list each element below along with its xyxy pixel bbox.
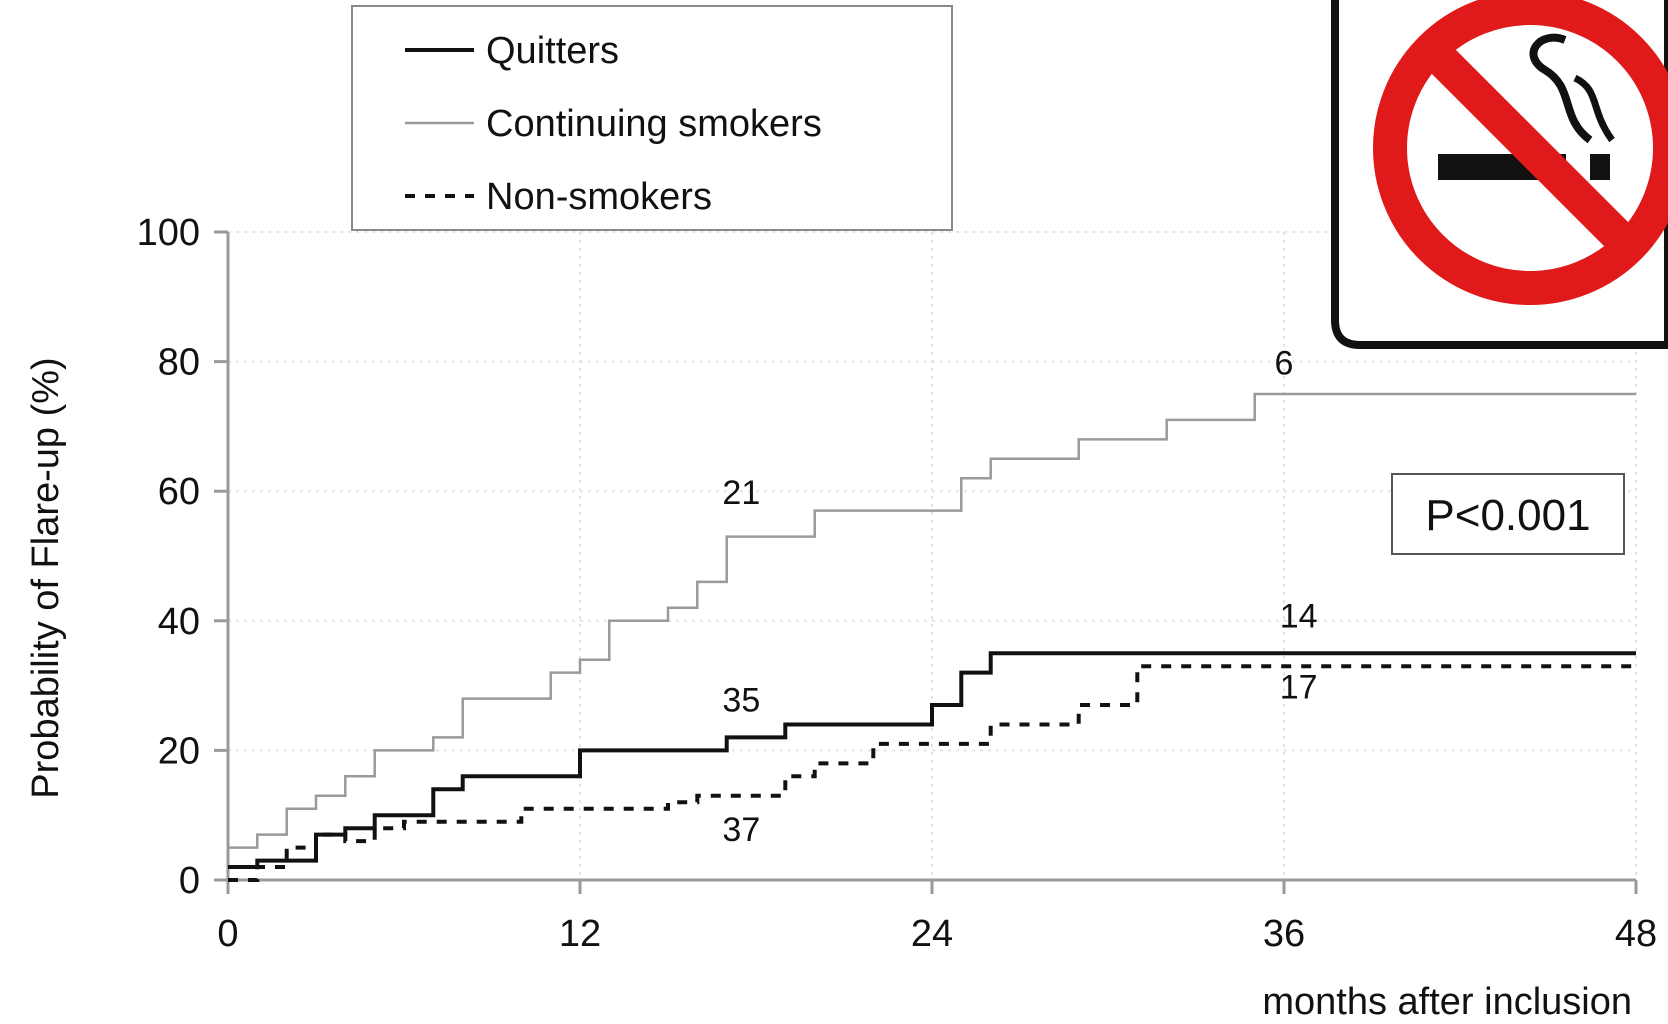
p-value-label: P<0.001 bbox=[1425, 491, 1590, 540]
grid-layer bbox=[228, 231, 1637, 880]
series-line-continuing-smokers bbox=[228, 392, 1636, 849]
at-risk-label-2: 35 bbox=[722, 682, 760, 720]
legend-label-continuing-smokers: Continuing smokers bbox=[486, 103, 822, 145]
legend-label-quitters: Quitters bbox=[486, 30, 619, 72]
series-layer bbox=[228, 392, 1636, 882]
at-risk-label-0: 21 bbox=[722, 474, 760, 512]
legend-box bbox=[351, 5, 953, 231]
smoke-wisp bbox=[1529, 33, 1593, 144]
p-value-box bbox=[1391, 473, 1625, 555]
x-tick-label-48: 48 bbox=[1615, 913, 1657, 955]
x-tick-label-0: 0 bbox=[217, 913, 238, 955]
smoke-wisp-two bbox=[1573, 74, 1615, 143]
series-line-quitters bbox=[228, 651, 1636, 869]
no-smoking-icon bbox=[1331, 0, 1668, 349]
at-risk-label-1: 6 bbox=[1275, 345, 1294, 383]
y-tick-label-80: 80 bbox=[158, 342, 200, 384]
y-tick-label-100: 100 bbox=[137, 212, 200, 254]
y-tick-label-40: 40 bbox=[158, 601, 200, 643]
p-value-annotation: P<0.001 bbox=[1391, 473, 1625, 555]
y-tick-label-60: 60 bbox=[158, 471, 200, 513]
legend-label-non-smokers: Non-smokers bbox=[486, 176, 712, 218]
x-axis-label: months after inclusion bbox=[1262, 981, 1632, 1023]
legend: Quitters Continuing smokers Non-smokers bbox=[351, 5, 953, 231]
y-tick-label-20: 20 bbox=[158, 730, 200, 772]
y-tick-label-0: 0 bbox=[179, 860, 200, 902]
cigarette-tip bbox=[1590, 154, 1610, 180]
y-axis-label: Probability of Flare-up (%) bbox=[25, 357, 67, 798]
x-tick-label-12: 12 bbox=[559, 913, 601, 955]
x-tick-label-24: 24 bbox=[911, 913, 953, 955]
at-risk-label-5: 17 bbox=[1280, 669, 1318, 707]
prohibition-slash bbox=[1418, 36, 1642, 260]
axis-layer: 0 20 40 60 80 100 0 12 24 36 48 bbox=[137, 212, 1658, 955]
series-line-non-smokers bbox=[228, 664, 1636, 882]
x-tick-label-36: 36 bbox=[1263, 913, 1305, 955]
at-risk-label-4: 14 bbox=[1280, 597, 1318, 635]
at-risk-label-3: 37 bbox=[722, 811, 760, 849]
risk-label-layer: 21 6 35 37 14 17 bbox=[722, 345, 1317, 850]
